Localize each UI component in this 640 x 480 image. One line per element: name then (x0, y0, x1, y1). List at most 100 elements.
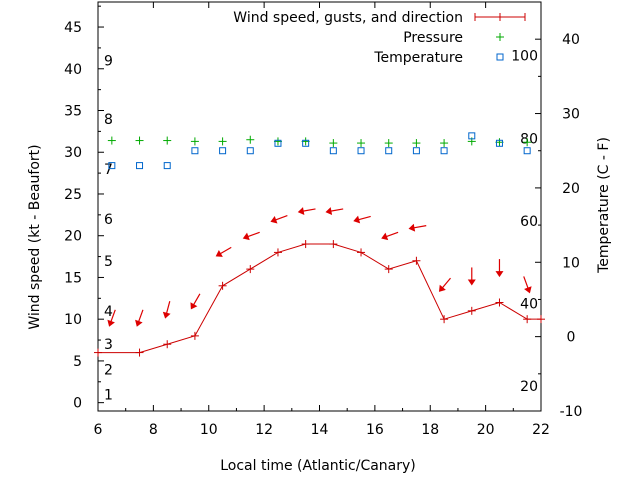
wind-direction-arrow (523, 276, 532, 294)
y-left-tick-label: 45 (64, 20, 82, 36)
wind-speed-line (98, 243, 541, 354)
arrow-shaft (412, 225, 427, 229)
arrow-shaft (301, 208, 316, 212)
wind-speed-point (537, 315, 545, 324)
y-right-tick-label: 0 (567, 330, 576, 346)
fahrenheit-label: 40 (520, 297, 538, 313)
wind-speed-point (384, 265, 393, 274)
temperature-point (108, 162, 116, 170)
temperature-point (440, 147, 448, 155)
pressure-point (135, 136, 144, 145)
x-tick-label: 16 (366, 422, 384, 438)
legend-label-wind: Wind speed, gusts, and direction (233, 10, 463, 26)
pressure-point (163, 136, 172, 145)
legend-swatch-temperature (496, 53, 504, 61)
beaufort-label: 9 (104, 53, 113, 69)
beaufort-label: 6 (104, 212, 113, 228)
arrow-head (162, 311, 171, 319)
beaufort-label: 1 (104, 387, 113, 403)
legend-label-pressure: Pressure (403, 30, 463, 46)
wind-speed-point (190, 331, 199, 340)
wind-direction-arrow (325, 207, 344, 215)
temperature-point (219, 147, 227, 155)
pressure-point (384, 139, 393, 148)
arrow-shaft (384, 231, 399, 238)
arrow-shaft (192, 293, 201, 307)
arrow-shaft (523, 276, 530, 290)
x-tick-label: 10 (200, 422, 218, 438)
beaufort-label: 4 (104, 304, 113, 320)
arrow-head (438, 284, 446, 292)
y-left-tick-label: 0 (73, 396, 82, 412)
arrow-head (270, 215, 278, 224)
y-axis-label-right: Temperature (C - F) (596, 137, 612, 274)
wind-speed-point (301, 240, 310, 249)
legend-label-temperature: Temperature (373, 50, 463, 66)
wind-direction-arrow (408, 223, 427, 232)
x-tick-label: 18 (421, 422, 439, 438)
temperature-point (274, 139, 282, 147)
wind-speed-point (523, 315, 532, 324)
wind-direction-arrow (381, 231, 399, 241)
wind-direction-arrow (242, 231, 260, 241)
temperature-point (329, 147, 337, 155)
temperature-point (412, 147, 420, 155)
temperature-point (302, 139, 310, 147)
wind-speed-point (412, 256, 421, 265)
temperature-point (163, 162, 171, 170)
wind-speed-point (495, 298, 504, 307)
x-axis-label: Local time (Atlantic/Canary) (220, 458, 416, 474)
temperature-point (246, 147, 254, 155)
wind-direction-arrow (353, 215, 371, 224)
x-tick-label: 20 (477, 422, 495, 438)
pressure-point (246, 135, 255, 144)
wind-direction-arrow (297, 207, 316, 215)
wind-speed-point (357, 248, 366, 257)
beaufort-label: 8 (104, 112, 113, 128)
y-left-tick-label: 15 (64, 270, 82, 286)
wind-direction-arrow (467, 267, 476, 286)
wind-speed-point (135, 348, 144, 357)
arrow-head (524, 286, 532, 294)
y-right-tick-label: -10 (560, 404, 583, 420)
x-tick-label: 6 (94, 422, 103, 438)
arrow-head (353, 215, 361, 224)
pressure-point (107, 136, 116, 145)
y-left-tick-label: 10 (64, 312, 82, 328)
arrow-head (190, 302, 198, 310)
pressure-point (412, 139, 421, 148)
wind-direction-arrow (162, 301, 171, 319)
wind-speed-point (329, 240, 338, 249)
arrow-shaft (329, 208, 344, 212)
y-right-tick-label: 10 (562, 255, 580, 271)
y-left-tick-label: 25 (64, 187, 82, 203)
legend: Wind speed, gusts, and direction Pressure… (233, 10, 526, 66)
y-left-tick-label: 40 (64, 62, 82, 78)
arrow-head (381, 232, 389, 241)
wind-direction-arrow (270, 215, 288, 224)
wind-speed-point (94, 348, 102, 357)
temperature-point (385, 147, 393, 155)
x-tick-label: 22 (532, 422, 550, 438)
temperature-point (468, 132, 476, 140)
beaufort-label: 3 (104, 337, 113, 353)
arrow-head (467, 279, 476, 286)
wind-direction-arrow (495, 259, 504, 278)
arrow-head (215, 249, 223, 257)
y-axis-label-left: Wind speed (kt - Beaufort) (27, 144, 43, 329)
y-left-tick-label: 20 (64, 229, 82, 245)
wind-speed-point (246, 265, 255, 274)
arrow-shaft (218, 246, 232, 255)
temperature-point (357, 147, 365, 155)
arrow-head (297, 207, 305, 215)
temperature-point (191, 147, 199, 155)
y-left-tick-label: 5 (73, 354, 82, 370)
arrow-head (495, 271, 504, 278)
arrow-shaft (441, 277, 451, 290)
arrow-shaft (274, 215, 288, 221)
pressure-point (523, 138, 532, 147)
arrow-shaft (246, 231, 260, 238)
temperature-point (523, 147, 531, 155)
arrow-head (242, 232, 250, 241)
